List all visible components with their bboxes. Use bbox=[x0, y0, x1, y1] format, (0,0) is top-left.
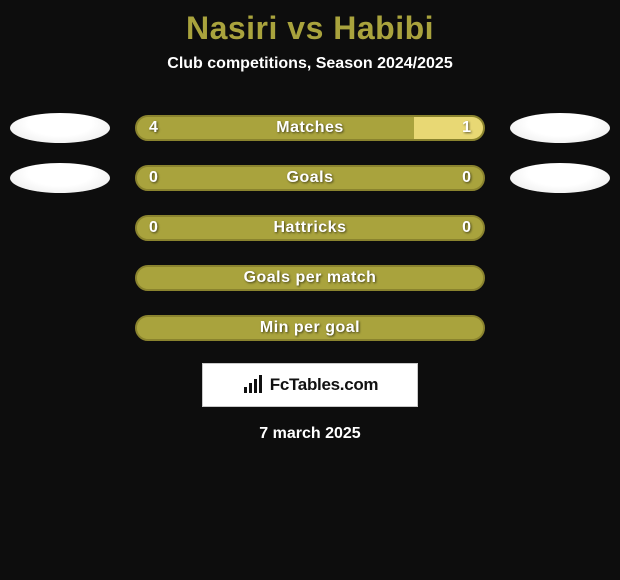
spacer bbox=[510, 263, 610, 293]
subtitle: Club competitions, Season 2024/2025 bbox=[0, 55, 620, 73]
stat-row: 41Matches bbox=[0, 113, 620, 143]
stat-bar: Min per goal bbox=[135, 315, 485, 341]
footer-badge: FcTables.com bbox=[0, 363, 620, 407]
player-right-ellipse bbox=[510, 113, 610, 143]
spacer bbox=[510, 213, 610, 243]
stat-bar: 00Goals bbox=[135, 165, 485, 191]
stats-widget: Nasiri vs Habibi Club competitions, Seas… bbox=[0, 0, 620, 443]
spacer bbox=[510, 313, 610, 343]
spacer bbox=[10, 313, 110, 343]
stat-row: Goals per match bbox=[0, 263, 620, 293]
stat-label: Hattricks bbox=[137, 217, 483, 239]
brand-text: FcTables.com bbox=[270, 375, 379, 395]
player-right-ellipse bbox=[510, 163, 610, 193]
stat-label: Matches bbox=[137, 117, 483, 139]
player-left-ellipse bbox=[10, 163, 110, 193]
stat-bar: Goals per match bbox=[135, 265, 485, 291]
player-left-ellipse bbox=[10, 113, 110, 143]
stat-label: Min per goal bbox=[137, 317, 483, 339]
page-title: Nasiri vs Habibi bbox=[0, 10, 620, 47]
stat-label: Goals per match bbox=[137, 267, 483, 289]
stats-area: 41Matches 00Goals 00Hattricks Goals per mat… bbox=[0, 113, 620, 343]
stat-row: 00Hattricks bbox=[0, 213, 620, 243]
date-line: 7 march 2025 bbox=[0, 425, 620, 443]
brand-badge[interactable]: FcTables.com bbox=[202, 363, 418, 407]
stat-row: 00Goals bbox=[0, 163, 620, 193]
spacer bbox=[10, 213, 110, 243]
stat-row: Min per goal bbox=[0, 313, 620, 343]
title-text: Nasiri vs Habibi bbox=[186, 10, 434, 46]
spacer bbox=[10, 263, 110, 293]
stat-bar: 00Hattricks bbox=[135, 215, 485, 241]
bar-chart-icon bbox=[242, 374, 264, 396]
stat-bar: 41Matches bbox=[135, 115, 485, 141]
stat-label: Goals bbox=[137, 167, 483, 189]
